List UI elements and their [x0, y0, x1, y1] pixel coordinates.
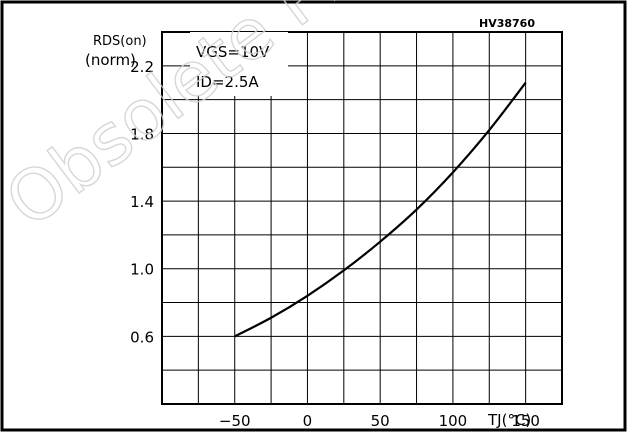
x-tick-label: 0 — [303, 412, 313, 430]
condition-vgs: VGS=10V — [196, 43, 270, 61]
y-tick-label: 2.2 — [130, 58, 154, 76]
condition-id: ID=2.5A — [196, 73, 259, 91]
y-tick-label: 1.8 — [130, 125, 154, 143]
y-tick-label: 0.6 — [130, 328, 154, 346]
series-line — [234, 82, 527, 338]
y-axis-label-line1: RDS(on) — [93, 34, 147, 49]
plot-area — [161, 31, 563, 405]
conditions-box-bg — [190, 32, 288, 96]
x-axis-label: TJ(°C) — [487, 411, 531, 429]
x-tick-label: 50 — [371, 412, 390, 430]
x-tick-label: 150 — [511, 412, 540, 430]
x-tick-label: −50 — [219, 412, 251, 430]
y-tick-labels: 0.6 1.0 1.4 1.8 2.2 — [130, 58, 154, 347]
grid — [162, 32, 562, 404]
y-tick-label: 1.4 — [130, 193, 154, 211]
y-axis-label-line2: (norm) — [85, 51, 136, 69]
plot-frame — [161, 31, 563, 405]
x-tick-label: 100 — [439, 412, 468, 430]
series-layer — [234, 82, 527, 338]
y-tick-label: 1.0 — [130, 261, 154, 279]
figure-code: HV38760 — [479, 17, 535, 30]
x-tick-labels: −50 0 50 100 150 — [219, 412, 540, 430]
